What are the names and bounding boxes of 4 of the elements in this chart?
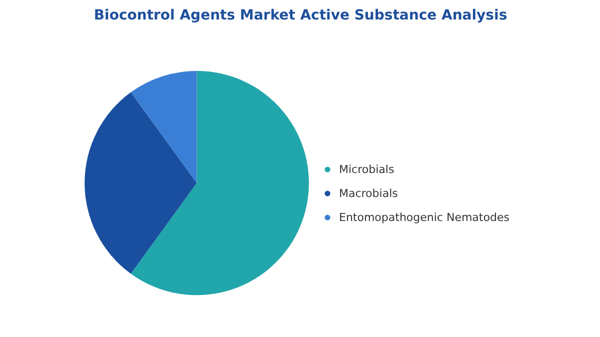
chart-title: Biocontrol Agents Market Active Substance Analysis [94,8,508,24]
legend-label: Microbials [339,162,394,176]
legend-label: Macrobials [339,186,398,200]
legend-label: Entomopathogenic Nematodes [339,210,510,224]
